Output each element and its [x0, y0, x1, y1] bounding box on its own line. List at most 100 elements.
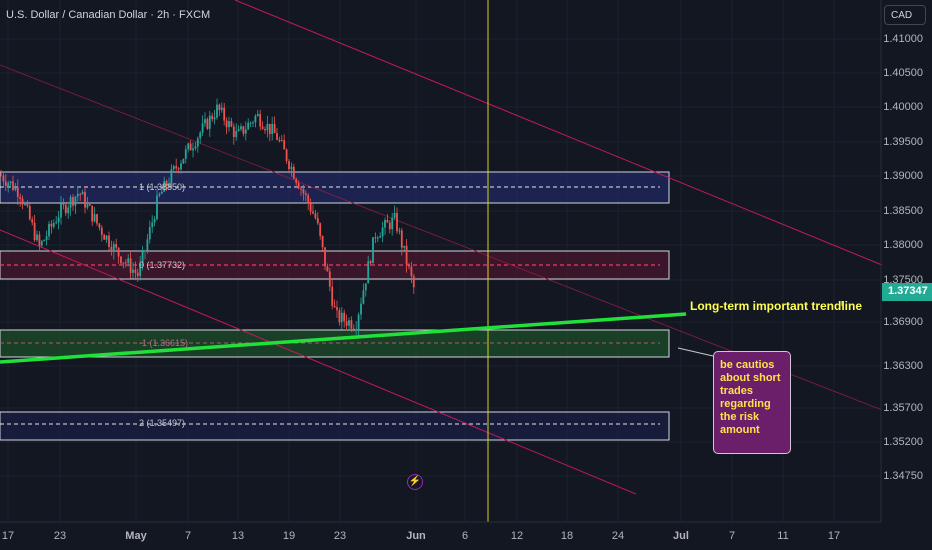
candle-body [314, 213, 317, 219]
time-tick-label: 6 [461, 530, 469, 542]
candle-body [345, 321, 348, 326]
candle-body [252, 122, 254, 124]
candle-body [105, 235, 108, 240]
candle-body [16, 187, 19, 198]
candle-body [112, 244, 115, 252]
candle-body [175, 166, 178, 169]
time-tick-label: 11 [777, 530, 789, 542]
candle-body [141, 251, 144, 264]
candle-body [84, 192, 86, 208]
candle-body [136, 272, 139, 276]
lightning-icon[interactable]: ⚡ [407, 474, 423, 490]
candle-body [122, 262, 125, 264]
candle-body [98, 223, 101, 228]
candle-body [48, 223, 50, 237]
candle-body [28, 205, 31, 220]
candle-body [300, 188, 302, 190]
currency-selector[interactable]: CAD [884, 5, 926, 25]
candle-body [396, 212, 398, 232]
candle-body [2, 175, 5, 182]
candle-body [364, 283, 367, 291]
candle-body [187, 143, 190, 150]
candle-body [297, 182, 300, 189]
candle-body [204, 119, 206, 124]
long-term-trendline[interactable] [0, 312, 687, 364]
time-tick-label: 23 [53, 530, 67, 542]
candle-body [201, 123, 204, 133]
candle-body [254, 115, 257, 123]
candle-body [117, 247, 120, 257]
candle-body [163, 181, 166, 192]
price-tick-label: 1.38000 [883, 239, 923, 251]
candle-body [384, 219, 386, 228]
candle-body [247, 122, 250, 130]
candle-body [288, 161, 290, 170]
candle-body [220, 107, 223, 111]
candle-body [292, 166, 295, 179]
price-tick-label: 1.36900 [883, 316, 923, 328]
candle-body [189, 143, 192, 151]
candle-body [388, 222, 391, 230]
price-tick-label: 1.40500 [883, 67, 923, 79]
time-tick-label: 12 [510, 530, 524, 542]
time-tick-label: 17 [827, 530, 841, 542]
candle-body [240, 126, 242, 130]
candle-body [153, 219, 156, 223]
candle-body [184, 149, 187, 159]
candle-body [324, 247, 326, 267]
candle-body [100, 227, 103, 235]
candle-body [290, 166, 293, 170]
candle-body [86, 204, 89, 208]
price-tick-label: 1.34750 [883, 470, 923, 482]
candle-body [19, 197, 22, 199]
time-tick-label: 7 [184, 530, 192, 542]
candle-body [165, 181, 168, 186]
candle-body [93, 214, 96, 222]
candle-body [132, 269, 134, 273]
candle-body [151, 222, 154, 228]
candle-body [148, 227, 151, 240]
caution-note[interactable]: be cautios about short trades regarding … [713, 351, 791, 454]
candle-body [376, 237, 379, 239]
candle-body [360, 303, 362, 315]
candle-body [182, 158, 185, 164]
candle-body [134, 269, 137, 273]
candle-body [156, 195, 158, 220]
candle-body [208, 115, 211, 129]
candle-body [0, 174, 2, 176]
candle-body [52, 223, 55, 227]
candle-body [295, 178, 298, 183]
candle-body [26, 203, 29, 206]
candle-body [261, 126, 264, 130]
candle-body [285, 149, 288, 162]
candle-body [12, 181, 14, 190]
candle-body [81, 192, 84, 195]
candle-body [223, 107, 226, 121]
candle-body [91, 205, 94, 222]
candle-body [74, 196, 77, 206]
candle-body [268, 123, 271, 135]
candle-body [110, 246, 113, 252]
candle-body [338, 310, 341, 323]
candle-body [343, 312, 346, 322]
candle-body [340, 312, 343, 323]
candle-body [206, 119, 209, 129]
price-tick-label: 1.35700 [883, 402, 923, 414]
candle-body [235, 131, 238, 138]
candle-body [405, 245, 408, 265]
candle-body [36, 234, 38, 241]
candle-body [336, 307, 338, 311]
candle-body [160, 191, 163, 194]
candle-body [386, 219, 389, 223]
fib-label-minus1: -1 (1.36615) [139, 338, 189, 348]
candle-body [249, 122, 252, 124]
trendline-label: Long-term important trendline [690, 299, 862, 313]
candle-body [304, 193, 307, 196]
candle-body [278, 139, 281, 141]
candle-body [24, 203, 26, 205]
candle-body [237, 129, 240, 132]
time-tick-label: 18 [560, 530, 574, 542]
candle-body [14, 187, 17, 190]
candle-body [374, 237, 377, 239]
